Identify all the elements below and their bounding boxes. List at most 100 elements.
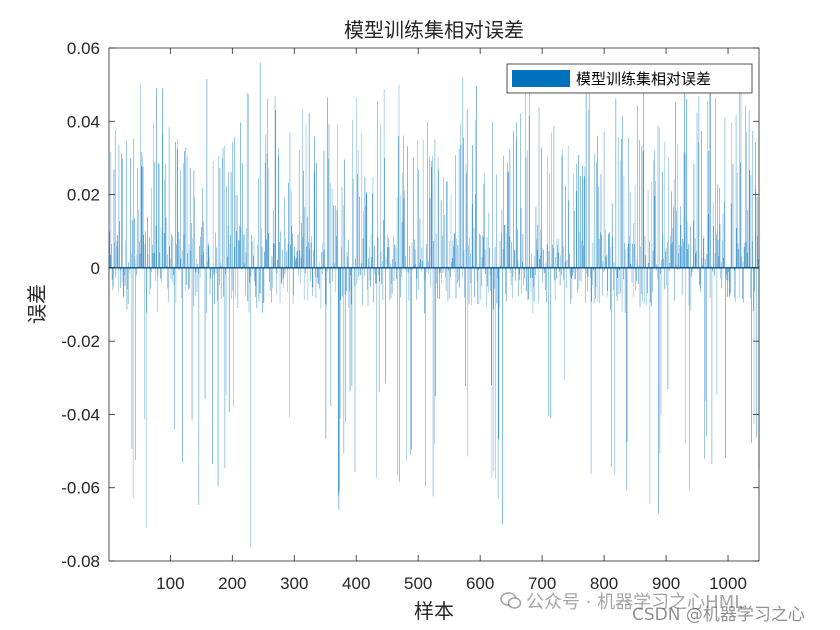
bar [598,239,600,268]
bar [469,253,471,268]
bar [720,262,722,268]
bar [445,267,446,278]
bar [756,267,757,438]
bar [430,167,432,268]
bar [563,267,565,280]
bar [751,267,752,443]
bar [631,265,632,268]
bar [258,267,260,302]
bar [707,101,708,268]
bar [680,224,682,268]
bar [674,267,675,301]
bar [224,267,226,469]
bar [352,119,353,268]
bar [204,265,205,268]
bar [555,256,557,268]
bar [556,238,558,268]
bar [702,265,703,268]
bar [220,262,221,268]
bar [600,232,601,268]
bar [292,267,294,304]
bar [342,205,344,268]
bar [222,148,224,268]
bar [192,238,193,268]
bar [453,246,454,268]
bar [336,210,338,268]
bar [421,247,423,268]
bar [482,237,484,268]
bar [271,267,272,303]
bar [636,267,637,281]
bar [522,234,524,268]
bar [700,267,702,292]
bar [516,122,517,268]
bar [184,267,186,292]
bar [461,266,462,268]
bar [296,251,298,268]
bar [138,209,140,268]
bar [254,267,255,282]
bar [597,267,599,302]
bar [476,267,478,282]
bar [650,267,651,303]
bar [258,177,259,268]
bar [200,236,201,268]
bar [649,267,651,505]
bar [486,237,488,268]
bar [744,242,746,268]
bar [230,171,232,268]
bar [689,267,690,490]
bar [274,95,276,268]
bar [162,133,164,268]
bar [293,267,294,296]
bar [729,267,731,296]
bar [633,223,635,268]
bar [478,267,479,270]
bar [219,267,220,286]
bar [554,267,555,281]
bar [614,267,615,475]
bar [131,253,132,268]
bar [337,267,339,496]
y-tick-label: 0.06 [67,39,100,58]
bar [132,220,133,268]
bar [684,66,685,268]
bar [622,115,623,268]
bar [722,213,724,268]
bar [704,258,706,268]
y-tick-label: -0.06 [61,479,100,498]
bar [235,194,237,268]
bar [473,228,475,268]
bar [149,267,151,295]
bar [219,167,221,268]
bar [129,267,130,274]
bar [537,224,539,268]
bar [368,246,370,268]
bar [404,267,406,270]
bar [738,267,740,299]
bar [250,267,251,547]
bar [562,149,563,268]
bar [647,267,648,294]
bar [246,227,247,268]
bar [397,267,399,476]
bar [218,155,219,268]
bar [308,112,310,268]
bar [608,233,609,268]
bar [275,110,276,268]
bar [644,235,646,268]
bar [702,238,704,268]
bar [357,149,359,268]
bar [266,239,267,268]
bar [705,267,706,402]
bar [735,115,737,268]
bar [688,244,689,268]
bar [448,240,450,268]
bar [347,239,349,268]
bar [491,267,492,386]
bar [544,267,546,291]
x-tick-label: 700 [528,574,556,593]
bar [438,267,440,300]
bar [122,158,123,268]
bar [181,249,183,268]
